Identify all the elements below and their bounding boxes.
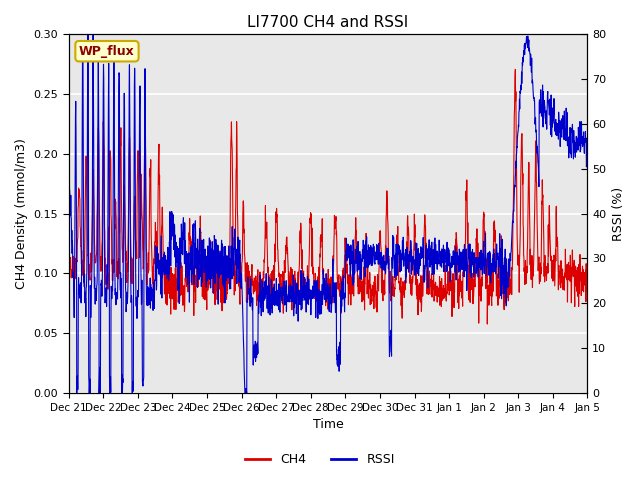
Y-axis label: CH4 Density (mmol/m3): CH4 Density (mmol/m3) <box>15 138 28 289</box>
Legend: CH4, RSSI: CH4, RSSI <box>240 448 400 471</box>
Y-axis label: RSSI (%): RSSI (%) <box>612 186 625 240</box>
X-axis label: Time: Time <box>313 419 344 432</box>
Text: WP_flux: WP_flux <box>79 45 135 58</box>
Title: LI7700 CH4 and RSSI: LI7700 CH4 and RSSI <box>248 15 409 30</box>
